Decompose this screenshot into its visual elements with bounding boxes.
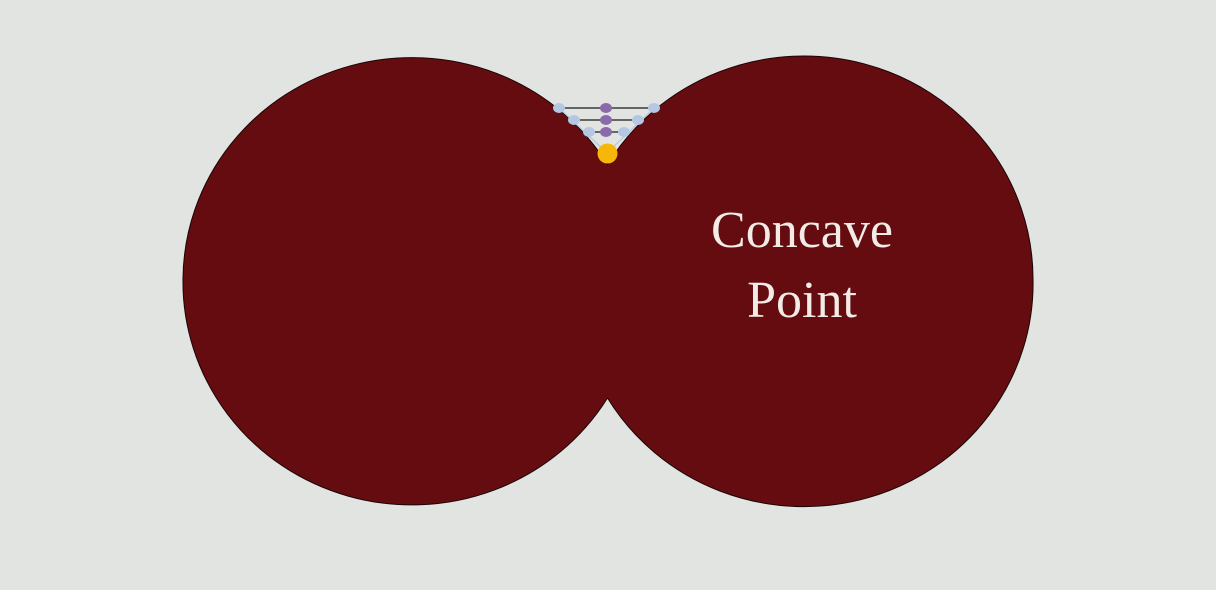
outer-point-3l bbox=[583, 127, 595, 137]
label-line-1: Concave bbox=[711, 202, 893, 259]
mid-point-1 bbox=[600, 103, 612, 113]
mid-point-2 bbox=[600, 115, 612, 125]
concave-point-label: Concave Point bbox=[652, 196, 952, 336]
sample-connector-left bbox=[558, 107, 607, 153]
label-line-2: Point bbox=[747, 272, 857, 329]
outer-point-3r bbox=[618, 127, 630, 137]
mid-point-3 bbox=[600, 127, 612, 137]
two-circle-blob bbox=[182, 55, 1034, 508]
outer-point-1r bbox=[648, 103, 660, 113]
sample-points bbox=[553, 103, 660, 137]
outer-point-2l bbox=[568, 115, 580, 125]
concave-point-marker bbox=[597, 143, 618, 164]
outer-point-1l bbox=[553, 103, 565, 113]
sample-connector-right bbox=[607, 107, 655, 153]
outer-point-2r bbox=[632, 115, 644, 125]
